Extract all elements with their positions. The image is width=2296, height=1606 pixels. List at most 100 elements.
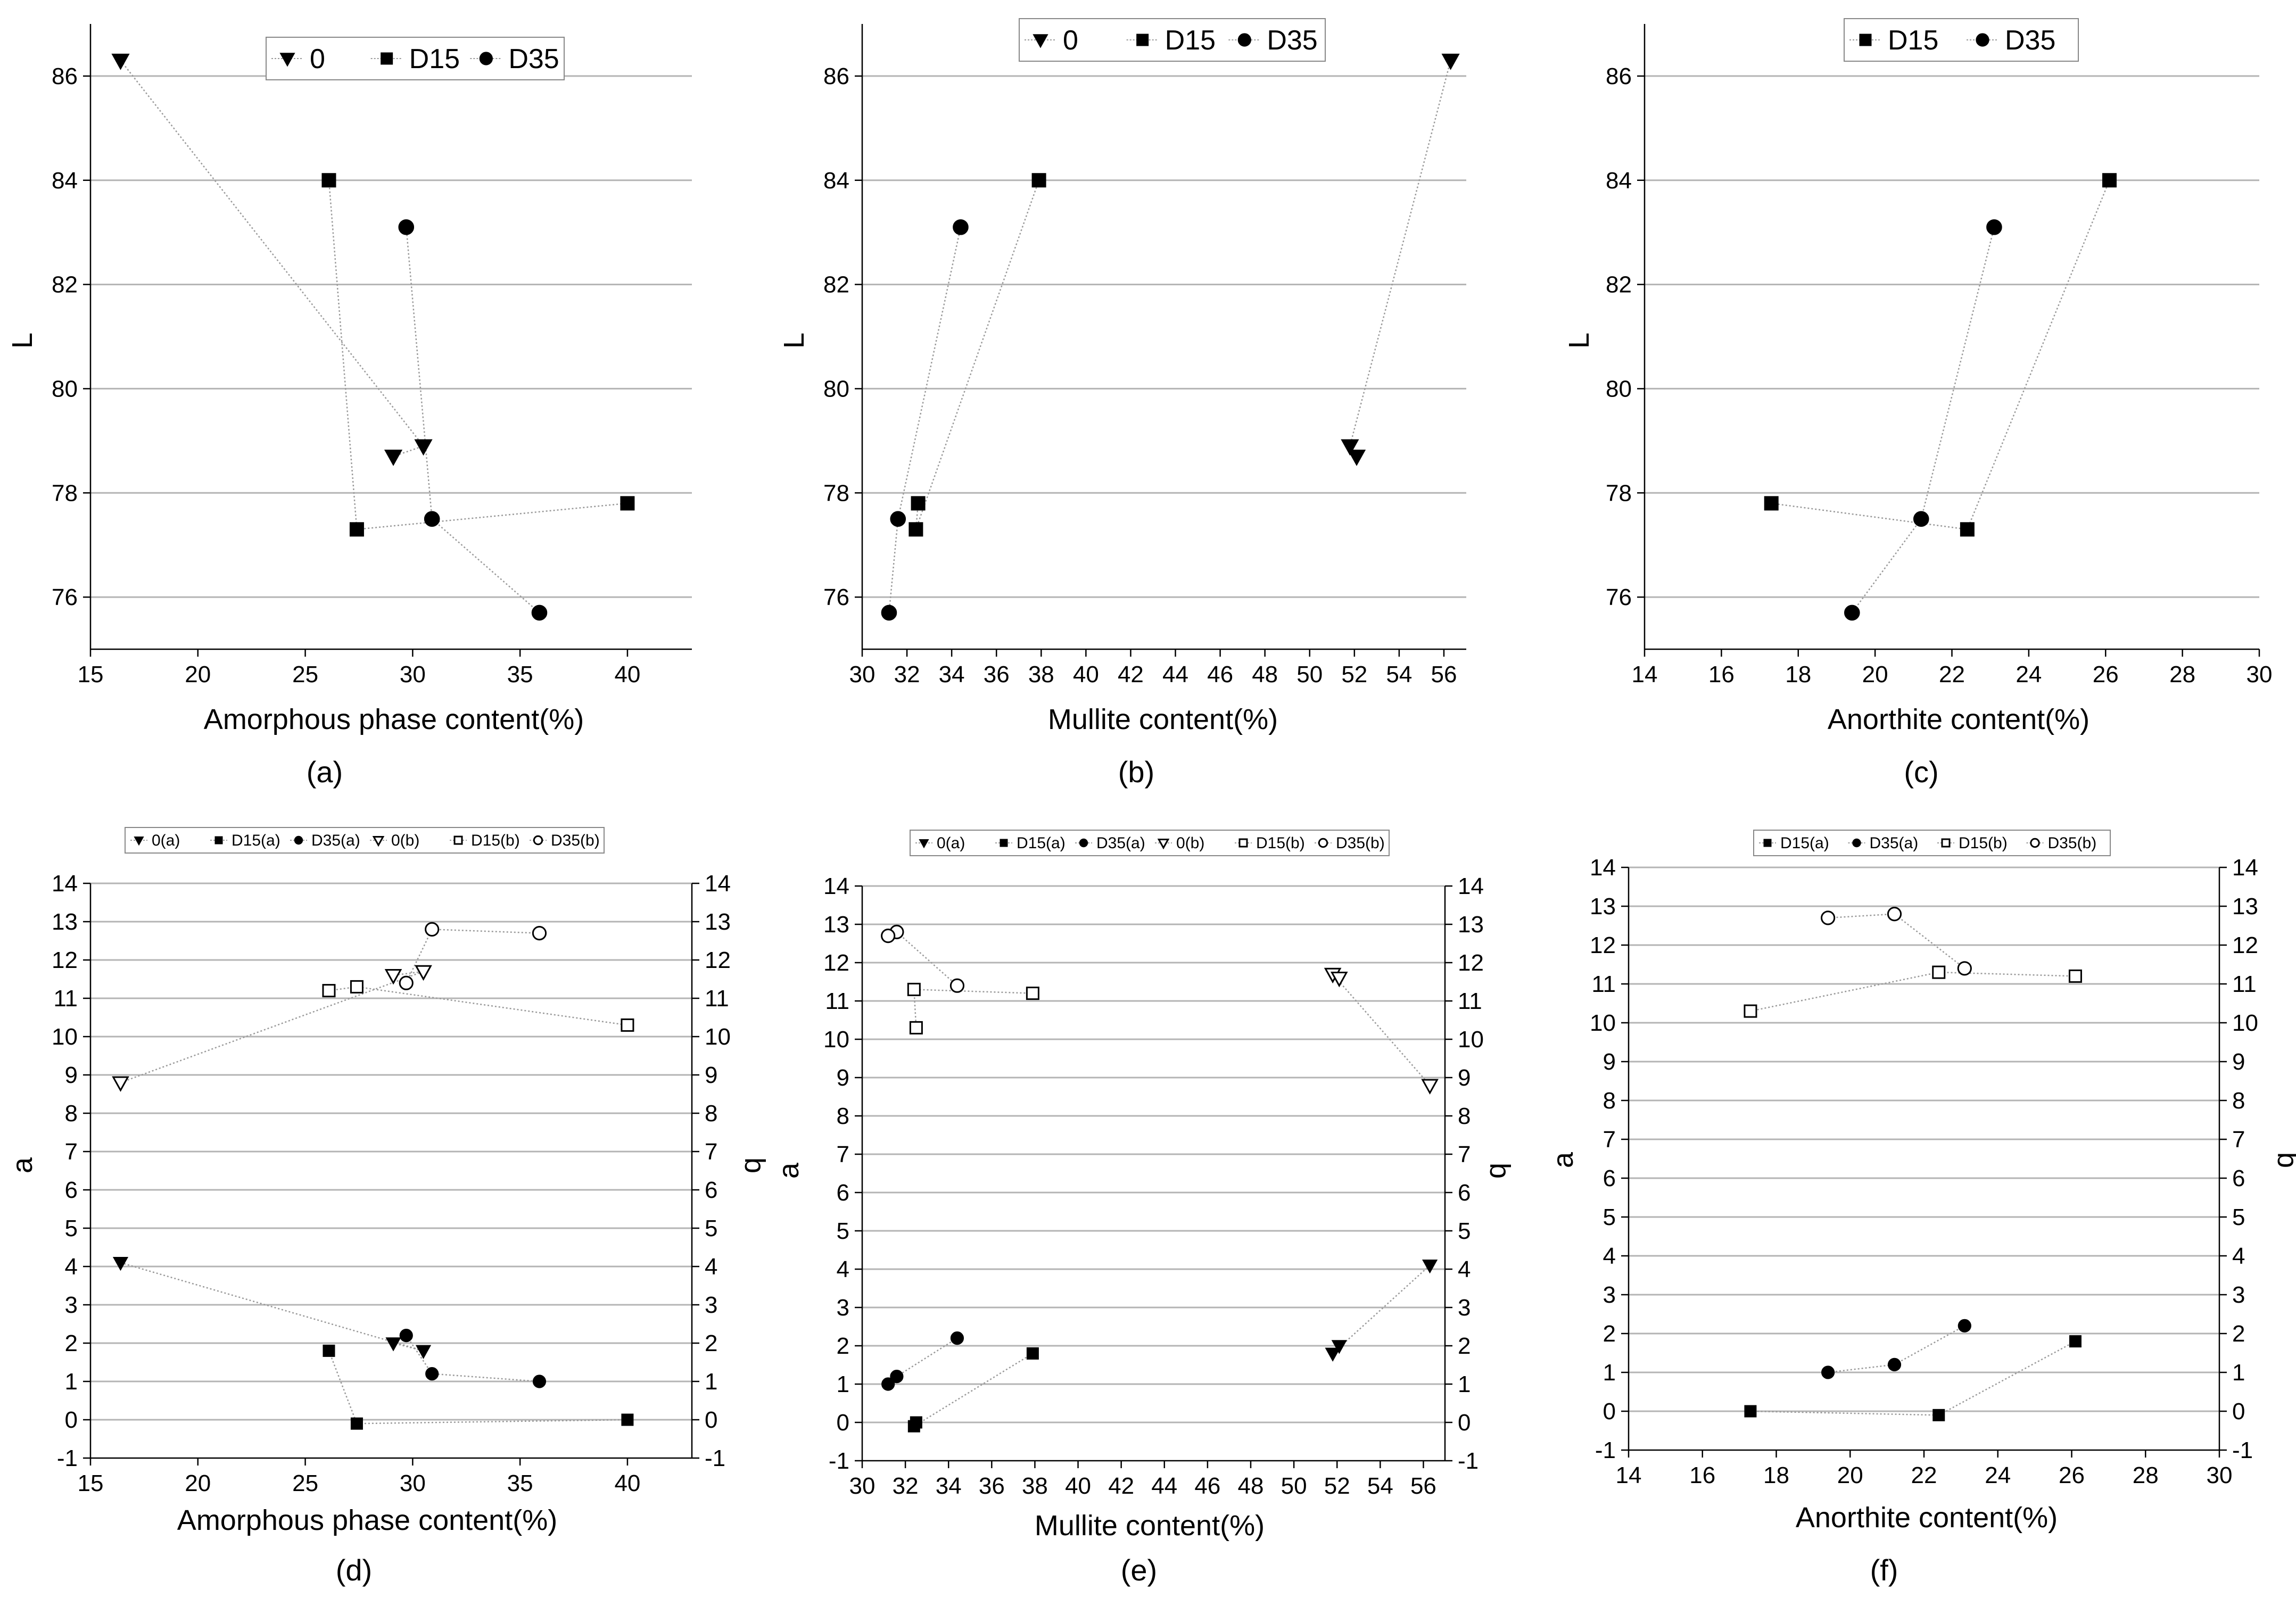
y-right-tick-label: 5: [705, 1215, 717, 1241]
x-tick-label: 32: [894, 661, 920, 688]
y-tick-label: 4: [1603, 1243, 1616, 1269]
y-tick-label: 5: [65, 1215, 78, 1241]
data-point-D35: [1913, 511, 1929, 527]
data-point-D15: [911, 496, 926, 511]
data-point-D35: [890, 511, 906, 527]
x-tick-label: 25: [292, 1470, 318, 1496]
x-tick-label: 24: [2016, 661, 2042, 688]
y-tick-label: 8: [65, 1100, 78, 1127]
data-point-D15: [1960, 522, 1975, 537]
legend-marker-D15(b): [453, 835, 463, 845]
x-tick-label: 20: [185, 661, 211, 688]
x-tick-label: 48: [1238, 1473, 1264, 1499]
y-tick-label: -1: [829, 1448, 849, 1474]
data-point-D15(a): [910, 1416, 922, 1429]
chart-panel-c: 14 16 18 20 22 24 26 28 30 76 78 80 82 84 86 Anorthite …: [1563, 18, 2272, 789]
legend: 0 D15 D35: [1019, 18, 1326, 62]
y-right-tick-label: 3: [1458, 1295, 1471, 1321]
chart-panel-f: 14 16 18 20 22 24 26 28 30-1 -10 01 12 23 34 45 56 67 78 8…: [1547, 830, 2296, 1587]
panel-caption: (c): [1904, 755, 1938, 789]
legend-marker-D15: [1859, 34, 1872, 46]
legend-label: D35: [1267, 25, 1317, 56]
data-point-D35(b): [881, 929, 896, 943]
y-tick-label: 14: [52, 871, 78, 897]
data-point-D15(b): [1026, 987, 1039, 1000]
y-right-tick-label: 5: [2232, 1204, 2245, 1230]
legend-box: [1019, 18, 1326, 62]
series-connector-D35(a): [1828, 1325, 1965, 1373]
data-point-D15(a): [323, 1344, 335, 1357]
y-tick-label: 11: [53, 986, 78, 1012]
data-point-D35(b): [1887, 907, 1902, 922]
x-tick-label: 40: [1065, 1473, 1091, 1499]
y-axis-label: L: [1563, 333, 1595, 349]
data-point-0(b): [384, 968, 402, 985]
x-tick-label: 22: [1939, 661, 1965, 688]
x-tick-label: 38: [1022, 1473, 1048, 1499]
data-point-0(b): [1421, 1079, 1439, 1095]
legend-marker-D15(b): [1238, 838, 1248, 848]
legend-label: 0(a): [937, 834, 965, 852]
y-tick-label: 2: [1603, 1321, 1616, 1347]
y-tick-label: 0: [1603, 1398, 1616, 1425]
x-tick-label: 42: [1108, 1473, 1134, 1499]
legend-label: 0(b): [1176, 834, 1204, 852]
x-tick-label: 24: [1985, 1462, 2011, 1488]
y-tick-label: 12: [1590, 932, 1616, 958]
chart-panel-e: 30 32 34 36 38 40 42 44 46 48 50 52 54 56-1 -10 01 12 23 3…: [773, 830, 1516, 1587]
legend-label: D15(a): [232, 832, 280, 849]
legend-marker-D15(b): [1941, 838, 1951, 848]
y-tick-label: -1: [57, 1445, 78, 1471]
y-tick-label: 13: [1590, 893, 1616, 920]
y-tick-label: 7: [65, 1139, 78, 1165]
data-point-D35(a): [425, 1367, 439, 1381]
y-tick-label: 13: [823, 912, 849, 938]
x-tick-label: 40: [614, 1470, 640, 1496]
y-right-tick-label: 0: [705, 1407, 717, 1433]
x-axis-label: Anorthite content(%): [1828, 703, 2089, 735]
y-tick-label: 5: [837, 1218, 849, 1244]
y-right-tick-label: 9: [1458, 1065, 1471, 1091]
series-connector-D35: [406, 227, 540, 614]
x-tick-label: 28: [2169, 661, 2195, 688]
data-point-D15(b): [621, 1018, 634, 1032]
y-axis-label: L: [6, 333, 38, 349]
y-right-tick-label: 7: [2232, 1127, 2245, 1153]
x-tick-label: 30: [400, 661, 426, 688]
legend-marker-0(b): [372, 835, 385, 847]
legend-box: [1753, 830, 2111, 856]
y-tick-label: 86: [823, 63, 849, 89]
data-point-0(b): [112, 1076, 129, 1092]
y-right-tick-label: 4: [1458, 1256, 1471, 1282]
legend: 0(a) D15(a) D35(a) 0(b) D15(b) D35(b): [125, 827, 605, 854]
x-tick-label: 22: [1911, 1462, 1937, 1488]
data-point-D35: [881, 605, 897, 621]
legend-marker-D15(a): [1763, 839, 1772, 847]
x-axis-label: Amorphous phase content(%): [204, 703, 584, 735]
y-tick-label: 14: [823, 873, 849, 899]
legend-marker-D35: [479, 52, 493, 65]
series-connector-0(b): [1332, 973, 1431, 1086]
y-tick-label: 78: [823, 480, 849, 506]
legend-marker-D35(a): [1852, 838, 1861, 848]
data-point-0(b): [1330, 971, 1348, 988]
data-point-D35(b): [532, 926, 547, 941]
y-right-tick-label: 1: [2232, 1360, 2245, 1386]
y-axis-label-right: b: [1484, 1163, 1516, 1179]
y-right-tick-label: -1: [705, 1445, 725, 1471]
data-point-D35(a): [1958, 1319, 1971, 1332]
x-tick-label: 18: [1763, 1462, 1789, 1488]
data-point-D15: [349, 522, 364, 537]
y-tick-label: 0: [837, 1410, 849, 1436]
legend-box: [266, 37, 565, 80]
y-right-tick-label: 12: [705, 947, 731, 973]
data-point-D15: [620, 496, 635, 511]
data-point-0(a): [415, 1345, 432, 1359]
legend-label: 0(a): [152, 832, 180, 849]
x-tick-label: 46: [1194, 1473, 1220, 1499]
data-point-0(a): [1331, 1340, 1347, 1354]
data-point-0(a): [1422, 1259, 1438, 1274]
y-right-tick-label: 10: [1458, 1026, 1484, 1053]
y-tick-label: 8: [1603, 1088, 1616, 1114]
